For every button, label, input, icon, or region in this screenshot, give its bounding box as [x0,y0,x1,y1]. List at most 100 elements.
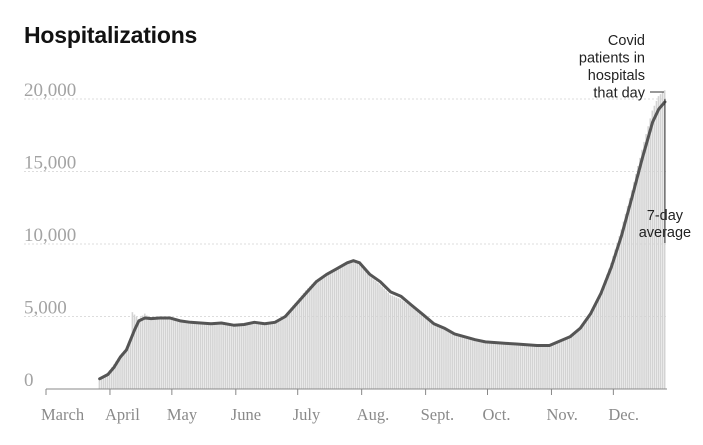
daily-bar [195,323,198,389]
daily-bar [168,317,171,389]
daily-bar [255,322,257,389]
daily-bar [439,326,441,389]
daily-bar [273,322,276,389]
daily-bar [449,331,451,389]
daily-bar [430,322,433,389]
daily-bar [612,256,614,389]
daily-bar [459,335,462,389]
daily-bar [618,236,621,389]
x-tick-label: March [41,405,85,424]
daily-bar [350,260,352,389]
daily-bar [358,264,361,389]
daily-bars [98,90,666,390]
daily-bar [422,316,425,389]
daily-bar [154,319,156,389]
x-tick-label: Oct. [483,405,511,424]
daily-bar [515,344,517,389]
daily-bar [562,340,565,389]
daily-bar [525,344,528,389]
daily-bar [389,294,392,389]
daily-bar [535,345,538,389]
daily-bar [311,284,313,389]
daily-bar [635,174,637,389]
daily-bar [436,325,439,389]
daily-bar [383,288,385,389]
daily-bar [434,324,437,389]
daily-bar [321,275,323,389]
daily-bar [129,339,132,389]
daily-bar [346,262,348,389]
chart-title: Hospitalizations [24,22,198,48]
daily-bar [391,295,394,389]
daily-bar [659,94,662,390]
daily-bar [276,320,278,389]
daily-bar [550,344,552,389]
daily-bar [661,92,664,389]
daily-bar [451,332,453,389]
daily-bar [385,290,387,389]
daily-bar [486,341,489,389]
daily-bar [292,305,295,389]
daily-bar [556,343,559,389]
x-tick-label: Nov. [546,405,577,424]
daily-bar [602,286,604,389]
daily-bar [457,335,460,389]
daily-bar [191,323,194,389]
x-tick-label: Sept. [421,405,454,424]
daily-bar [106,373,109,389]
daily-bar [649,118,652,390]
daily-bar [156,319,158,389]
daily-bar [327,272,330,389]
x-axis: March April May June July Aug. Sept. Oct. Nov. De… [41,389,639,424]
daily-bar [296,300,299,389]
daily-bar [298,298,301,389]
daily-bar [164,317,167,389]
daily-bar [544,345,546,389]
daily-bar [141,315,144,389]
daily-bar [597,296,600,389]
daily-bar [492,342,495,389]
daily-bar [143,313,146,389]
daily-bar [494,342,497,389]
daily-bar [643,141,645,389]
daily-bar [589,315,592,389]
daily-bar [488,341,491,389]
daily-bar [302,292,305,389]
daily-bar [531,344,534,389]
daily-bar [445,329,447,389]
daily-bar [135,316,138,389]
daily-bar [453,333,456,389]
daily-bar [500,342,503,389]
annotation-bars-line: hospitals [588,68,645,84]
daily-bar [226,324,229,389]
daily-bar [214,324,216,389]
daily-bar [395,297,398,389]
daily-bar [560,341,563,389]
daily-bar [455,334,458,389]
daily-bar [616,242,619,389]
daily-bar [523,344,526,389]
daily-bar [443,328,445,389]
daily-bar [575,333,577,389]
daily-bar [406,303,408,389]
daily-bar [304,290,307,389]
y-tick-label: 10,000 [24,225,76,246]
daily-bar [243,325,245,389]
daily-bar [131,312,134,389]
daily-bar [152,319,154,389]
daily-bar [228,324,231,389]
daily-bar [647,126,649,389]
daily-bar [571,336,573,389]
daily-bar [412,308,414,389]
annotation-bars-line: patients in [579,51,645,67]
daily-bar [284,315,286,389]
daily-bar [137,319,140,389]
daily-bar [653,105,656,390]
daily-bar [230,324,233,389]
daily-bar [529,344,532,389]
daily-bar [117,358,119,389]
x-tick-label: May [167,405,198,424]
daily-bar [517,344,519,389]
daily-bar [362,268,365,389]
